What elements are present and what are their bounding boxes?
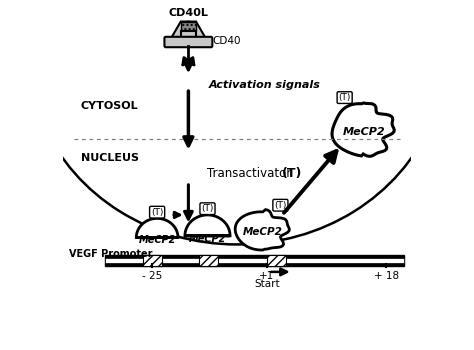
Bar: [266, 254, 286, 266]
Text: (T): (T): [282, 167, 302, 180]
Bar: [105, 258, 404, 262]
Text: MeCP2: MeCP2: [189, 234, 226, 244]
Text: Transactivator: Transactivator: [208, 167, 292, 180]
Text: + 18: + 18: [374, 271, 399, 281]
Text: Activation signals: Activation signals: [209, 80, 321, 90]
Polygon shape: [332, 103, 394, 156]
Polygon shape: [181, 22, 196, 31]
Text: MeCP2: MeCP2: [342, 127, 385, 136]
Text: (T): (T): [201, 204, 214, 213]
Text: CD40L: CD40L: [168, 8, 209, 18]
FancyBboxPatch shape: [164, 37, 212, 47]
Text: VEGF Promoter: VEGF Promoter: [69, 249, 152, 259]
Text: MeCP2: MeCP2: [138, 235, 176, 245]
Bar: [105, 254, 404, 266]
Text: - 25: - 25: [142, 271, 162, 281]
Bar: [143, 254, 163, 266]
Polygon shape: [189, 22, 208, 41]
Text: +1: +1: [259, 271, 274, 281]
Polygon shape: [185, 215, 230, 236]
Text: (T): (T): [338, 93, 351, 102]
Polygon shape: [169, 22, 188, 41]
Text: (T): (T): [274, 201, 287, 210]
Text: CYTOSOL: CYTOSOL: [81, 100, 138, 111]
Polygon shape: [181, 31, 196, 41]
Text: Start: Start: [255, 279, 280, 289]
Text: NUCLEUS: NUCLEUS: [81, 153, 139, 163]
Bar: [199, 254, 218, 266]
Polygon shape: [235, 210, 289, 250]
Text: MeCP2: MeCP2: [243, 227, 283, 237]
Text: (T): (T): [151, 208, 164, 217]
Polygon shape: [137, 218, 178, 238]
Text: CD40: CD40: [213, 36, 241, 46]
